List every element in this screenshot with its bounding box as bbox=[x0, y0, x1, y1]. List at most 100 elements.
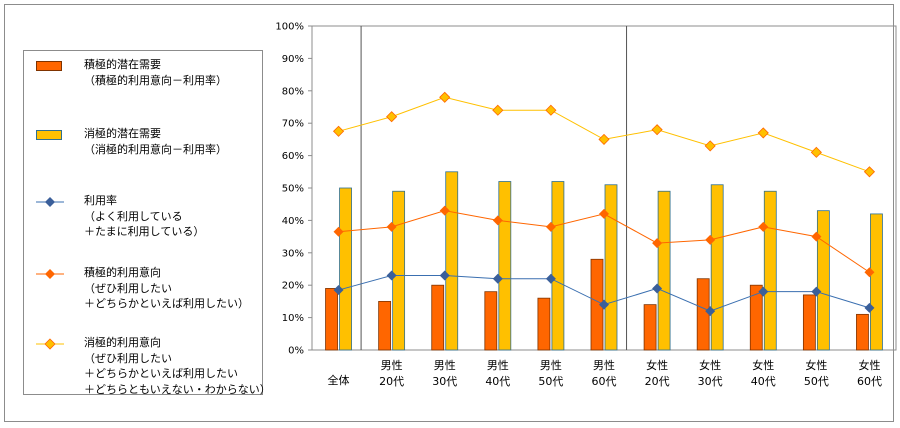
bar-passive_latent bbox=[710, 184, 724, 351]
y-tick-label: 20% bbox=[282, 281, 304, 292]
bar-passive_latent bbox=[816, 210, 830, 351]
x-tick-label: 男性 bbox=[540, 358, 562, 372]
legend-label-passive-intent: 消極的利用意向 bbox=[84, 336, 161, 349]
bar-passive_latent bbox=[392, 190, 406, 351]
legend-sublabel-positive-intent-1: （ぜひ利用したい bbox=[84, 281, 172, 295]
x-tick-sublabel: 20代 bbox=[379, 375, 404, 388]
x-tick-sublabel: 40代 bbox=[751, 375, 776, 388]
x-tick-label: 男性 bbox=[381, 358, 403, 372]
x-tick-label: 全体 bbox=[328, 373, 350, 387]
legend-marker-passive-intent bbox=[36, 336, 64, 350]
x-tick-sublabel: 40代 bbox=[485, 375, 510, 388]
y-tick-label: 0% bbox=[288, 346, 304, 357]
bar-passive_latent bbox=[870, 213, 883, 351]
marker-positive_intent bbox=[545, 221, 556, 232]
legend-label-positive-intent: 積極的利用意向 bbox=[84, 266, 161, 279]
bar-passive_latent bbox=[657, 190, 671, 351]
bar-positive_latent bbox=[431, 284, 445, 351]
marker-usage_rate bbox=[545, 273, 556, 284]
y-tick-label: 80% bbox=[282, 86, 304, 97]
marker-usage_rate bbox=[439, 270, 450, 281]
x-tick-label: 女性 bbox=[646, 358, 668, 372]
bar-passive_latent bbox=[551, 181, 565, 351]
marker-usage_rate bbox=[758, 286, 769, 297]
marker-usage_rate bbox=[492, 273, 503, 284]
legend-sublabel-passive-intent-2: ＋どちらかといえば利用したい bbox=[84, 367, 238, 380]
marker-passive_intent bbox=[757, 127, 769, 139]
marker-usage_rate bbox=[386, 270, 397, 281]
marker-usage_rate bbox=[705, 306, 716, 317]
y-tick-label: 40% bbox=[282, 216, 304, 227]
marker-usage_rate bbox=[652, 283, 663, 294]
bar-passive_latent bbox=[498, 181, 512, 351]
marker-usage_rate bbox=[811, 286, 822, 297]
x-tick-sublabel: 50代 bbox=[538, 375, 563, 388]
marker-passive_intent bbox=[810, 146, 822, 158]
marker-usage_rate bbox=[333, 285, 344, 296]
legend-marker-usage-rate bbox=[36, 194, 64, 208]
legend-label-passive-latent: 消極的潜在需要 bbox=[84, 127, 161, 140]
legend-swatch-positive-latent bbox=[36, 58, 62, 72]
bar-positive_latent bbox=[802, 294, 816, 351]
legend-sublabel-usage-rate-2: ＋たまに利用している） bbox=[84, 225, 205, 238]
marker-usage_rate bbox=[864, 302, 875, 313]
bar-positive_latent bbox=[484, 291, 498, 351]
x-tick-label: 男性 bbox=[593, 358, 615, 372]
x-tick-label: 女性 bbox=[752, 358, 774, 372]
marker-positive_intent bbox=[758, 221, 769, 232]
x-tick-sublabel: 20代 bbox=[645, 375, 670, 388]
bar-positive_latent bbox=[856, 313, 869, 351]
y-tick-label: 90% bbox=[282, 54, 304, 65]
legend-sublabel-usage-rate-1: （よく利用している bbox=[84, 209, 183, 223]
bar-passive_latent bbox=[763, 190, 777, 351]
marker-positive_intent bbox=[386, 221, 397, 232]
marker-positive_intent bbox=[705, 234, 716, 245]
x-tick-sublabel: 30代 bbox=[432, 375, 457, 388]
marker-passive_intent bbox=[704, 140, 716, 152]
bar-positive_latent bbox=[378, 300, 392, 351]
chart-frame: 積極的潜在需要 （積極的利用意向－利用率） 消極的潜在需要 （消極的利用意向－利… bbox=[4, 4, 894, 422]
marker-passive_intent bbox=[651, 124, 663, 136]
line-positive_intent bbox=[338, 210, 870, 273]
marker-passive_intent bbox=[439, 91, 451, 103]
marker-passive_intent bbox=[545, 104, 557, 116]
y-tick-label: 70% bbox=[282, 119, 304, 130]
x-tick-label: 女性 bbox=[699, 358, 721, 372]
x-tick-sublabel: 60代 bbox=[857, 375, 882, 388]
legend-sublabel-positive-latent: （積極的利用意向－利用率） bbox=[84, 73, 227, 87]
marker-positive_intent bbox=[811, 231, 822, 242]
bar-passive_latent bbox=[604, 184, 618, 351]
y-tick-label: 50% bbox=[282, 184, 304, 195]
x-tick-sublabel: 30代 bbox=[698, 375, 723, 388]
marker-positive_intent bbox=[333, 226, 344, 237]
x-tick-sublabel: 50代 bbox=[804, 375, 829, 388]
legend-marker-positive-intent bbox=[36, 266, 64, 280]
legend: 積極的潜在需要 （積極的利用意向－利用率） 消極的潜在需要 （消極的利用意向－利… bbox=[23, 50, 271, 396]
y-tick-label: 10% bbox=[282, 313, 304, 324]
legend-sublabel-positive-intent-2: ＋どちらかといえば利用したい） bbox=[84, 297, 249, 310]
bar-passive_latent bbox=[339, 187, 352, 351]
legend-label-usage-rate: 利用率 bbox=[84, 194, 117, 207]
y-tick-label: 100% bbox=[275, 22, 304, 33]
marker-positive_intent bbox=[492, 215, 503, 226]
marker-positive_intent bbox=[439, 205, 450, 216]
marker-positive_intent bbox=[652, 238, 663, 249]
bar-positive_latent bbox=[325, 288, 338, 351]
marker-positive_intent bbox=[599, 208, 609, 219]
marker-passive_intent bbox=[492, 104, 504, 116]
legend-sublabel-passive-intent-3: ＋どちらともいえない・わからない） bbox=[84, 382, 271, 396]
legend-sublabel-passive-latent: （消極的利用意向－利用率） bbox=[84, 142, 227, 156]
legend-sublabel-passive-intent-1: （ぜひ利用したい bbox=[84, 351, 172, 365]
marker-positive_intent bbox=[864, 267, 875, 278]
marker-passive_intent bbox=[598, 133, 610, 145]
x-tick-label: 女性 bbox=[805, 358, 827, 372]
bar-passive_latent bbox=[445, 171, 459, 351]
legend-label-positive-latent: 積極的潜在需要 bbox=[84, 58, 161, 71]
marker-passive_intent bbox=[386, 111, 398, 123]
y-tick-label: 60% bbox=[282, 151, 304, 162]
x-tick-label: 女性 bbox=[858, 358, 880, 372]
marker-passive_intent bbox=[332, 125, 345, 137]
marker-usage_rate bbox=[599, 299, 609, 310]
bar-positive_latent bbox=[643, 304, 657, 351]
